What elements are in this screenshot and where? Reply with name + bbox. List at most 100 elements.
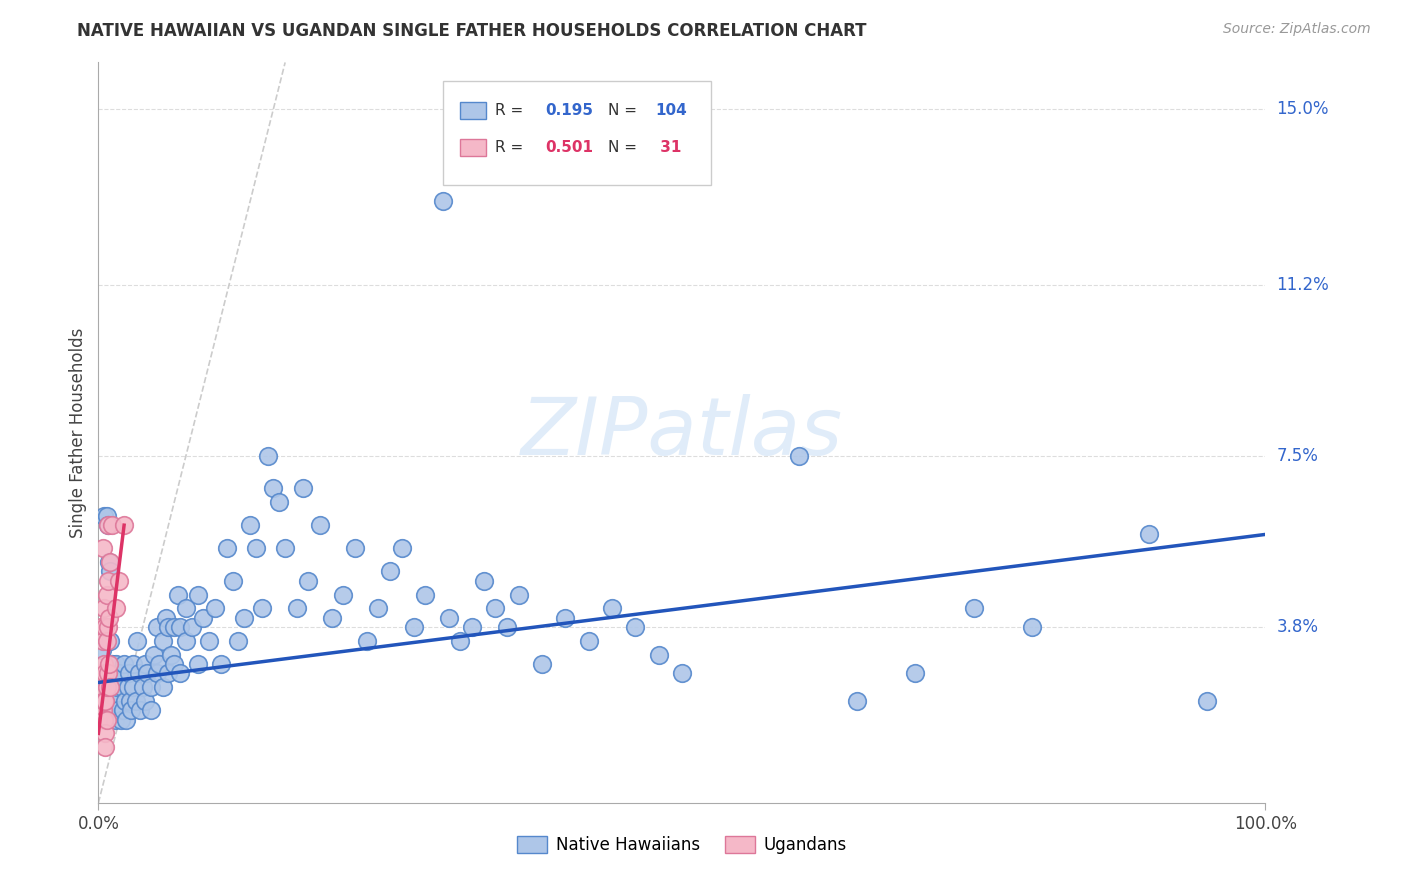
Bar bbox=[460, 139, 486, 156]
Point bbox=[209, 657, 232, 671]
Point bbox=[904, 666, 927, 681]
Point bbox=[155, 610, 177, 624]
Point bbox=[221, 574, 243, 588]
Bar bbox=[460, 103, 486, 119]
Point bbox=[647, 648, 669, 662]
Point bbox=[94, 726, 117, 740]
Point bbox=[846, 694, 869, 708]
Point bbox=[291, 481, 314, 495]
Point bbox=[96, 588, 118, 602]
Point bbox=[530, 657, 553, 671]
Point bbox=[101, 518, 124, 533]
Point bbox=[484, 601, 506, 615]
Point bbox=[269, 495, 291, 509]
Point bbox=[97, 555, 120, 569]
Point bbox=[112, 518, 135, 533]
Point bbox=[93, 657, 115, 671]
Point bbox=[274, 541, 297, 556]
Point bbox=[285, 601, 308, 615]
Point bbox=[391, 541, 413, 556]
Point bbox=[122, 680, 145, 694]
Text: R =: R = bbox=[495, 140, 529, 155]
Point bbox=[97, 574, 120, 588]
Point bbox=[132, 680, 155, 694]
Legend: Native Hawaiians, Ugandans: Native Hawaiians, Ugandans bbox=[510, 830, 853, 861]
Point bbox=[1137, 527, 1160, 541]
Point bbox=[90, 643, 112, 657]
Point bbox=[472, 574, 495, 588]
Point bbox=[508, 588, 530, 602]
Point bbox=[174, 633, 197, 648]
Point bbox=[129, 703, 152, 717]
Point bbox=[94, 694, 117, 708]
Point bbox=[98, 633, 121, 648]
Point bbox=[297, 574, 319, 588]
Text: 3.8%: 3.8% bbox=[1277, 618, 1319, 636]
Point bbox=[114, 694, 136, 708]
Point bbox=[104, 657, 127, 671]
Point bbox=[187, 657, 209, 671]
Text: NATIVE HAWAIIAN VS UGANDAN SINGLE FATHER HOUSEHOLDS CORRELATION CHART: NATIVE HAWAIIAN VS UGANDAN SINGLE FATHER… bbox=[77, 22, 868, 40]
Text: 31: 31 bbox=[655, 140, 682, 155]
Point bbox=[91, 703, 114, 717]
Text: 0.195: 0.195 bbox=[546, 103, 593, 118]
Text: Source: ZipAtlas.com: Source: ZipAtlas.com bbox=[1223, 22, 1371, 37]
Point bbox=[97, 657, 120, 671]
Point bbox=[98, 555, 121, 569]
Point bbox=[93, 694, 115, 708]
Point bbox=[97, 518, 120, 533]
Point bbox=[107, 703, 129, 717]
Point bbox=[90, 680, 112, 694]
Point bbox=[100, 657, 122, 671]
Point bbox=[163, 620, 186, 634]
Point bbox=[128, 666, 150, 681]
Point bbox=[157, 620, 180, 634]
Point bbox=[204, 601, 226, 615]
Point bbox=[256, 449, 278, 463]
Point bbox=[117, 680, 139, 694]
Point bbox=[344, 541, 367, 556]
Point bbox=[97, 666, 120, 681]
Point bbox=[96, 713, 118, 727]
Point bbox=[262, 481, 284, 495]
Point bbox=[91, 541, 114, 556]
Point bbox=[432, 194, 454, 209]
Point bbox=[148, 657, 170, 671]
Point bbox=[356, 633, 378, 648]
Point bbox=[93, 601, 115, 615]
Point bbox=[96, 508, 118, 523]
Point bbox=[169, 620, 191, 634]
Text: N =: N = bbox=[609, 140, 643, 155]
Point bbox=[233, 610, 256, 624]
Point bbox=[125, 633, 148, 648]
Point bbox=[118, 694, 141, 708]
Point bbox=[122, 657, 145, 671]
Text: ZIPatlas: ZIPatlas bbox=[520, 393, 844, 472]
Point bbox=[1021, 620, 1043, 634]
Point bbox=[94, 620, 117, 634]
Point bbox=[174, 601, 197, 615]
Point bbox=[139, 680, 162, 694]
Point bbox=[496, 620, 519, 634]
Point bbox=[962, 601, 984, 615]
Text: N =: N = bbox=[609, 103, 643, 118]
Point bbox=[671, 666, 693, 681]
Point bbox=[157, 666, 180, 681]
Point bbox=[239, 518, 262, 533]
Point bbox=[101, 657, 124, 671]
Point bbox=[93, 713, 115, 727]
Point bbox=[96, 680, 118, 694]
Point bbox=[600, 601, 623, 615]
Point bbox=[169, 666, 191, 681]
Point bbox=[187, 588, 209, 602]
Point bbox=[245, 541, 267, 556]
Y-axis label: Single Father Households: Single Father Households bbox=[69, 327, 87, 538]
Point bbox=[554, 610, 576, 624]
Point bbox=[228, 633, 250, 648]
Point bbox=[321, 610, 343, 624]
Point bbox=[108, 666, 131, 681]
Point bbox=[105, 680, 128, 694]
Point bbox=[143, 648, 166, 662]
Point bbox=[413, 588, 436, 602]
Point bbox=[118, 666, 141, 681]
